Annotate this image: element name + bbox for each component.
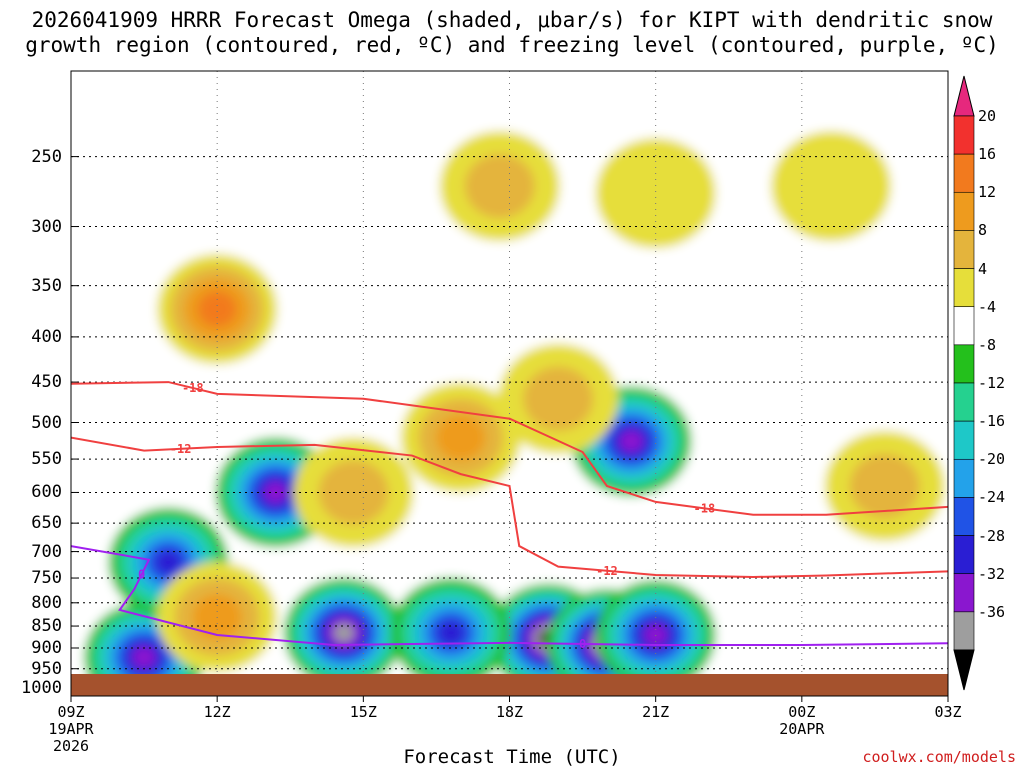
x-tick-label: 09Z: [57, 703, 85, 721]
colorbar-bottom-arrow: [953, 649, 975, 691]
grid-lines: [70, 71, 949, 702]
contour-label-0-1: -18: [694, 501, 716, 515]
omega-feature-8: [619, 430, 643, 452]
x-tick-label: 12Z: [203, 703, 231, 721]
colorbar-label: -12: [978, 374, 1006, 392]
x-tick-label: 03Z: [934, 703, 962, 721]
y-tick-label: 350: [31, 275, 62, 296]
y-tick-label: 700: [31, 541, 62, 562]
x-tick-sublabel: 19APR: [48, 720, 94, 738]
omega-feature-10: [436, 414, 486, 461]
omega-feature-14: [595, 138, 716, 249]
omega-feature-13: [464, 154, 535, 219]
contour-line-0: [71, 381, 948, 516]
colorbar-label: 8: [978, 221, 988, 240]
ground-surface: [71, 674, 948, 696]
omega-feature-16: [849, 453, 920, 519]
colorbar-label: 20: [978, 107, 997, 125]
omega-feature-4: [333, 623, 354, 642]
y-tick-label: 550: [31, 449, 62, 470]
colorbar-label: -20: [978, 450, 1006, 469]
colorbar-band: [953, 344, 975, 384]
x-tick-label: 15Z: [349, 703, 377, 721]
colorbar-top-arrow: [953, 75, 975, 117]
colorbar-band: [953, 306, 975, 346]
contour-line-2: [71, 545, 948, 646]
omega-feature-9: [198, 291, 237, 327]
omega-feature-2: [644, 624, 668, 646]
y-tick-label: 400: [31, 326, 62, 347]
colorbar-band: [953, 458, 975, 498]
x-tick-label: 21Z: [642, 703, 670, 721]
y-tick-label: 500: [31, 412, 62, 433]
y-tick-label: 950: [31, 658, 62, 679]
contour-label-0-0: -18: [182, 381, 204, 395]
colorbar-band: [953, 230, 975, 269]
colorbar-band: [953, 611, 975, 651]
colorbar-band: [953, 573, 975, 613]
chart-title-line-1: 2026041909 HRRR Forecast Omega (shaded, …: [31, 8, 993, 32]
x-tick-label: 18Z: [495, 703, 524, 721]
omega-feature-7: [437, 620, 465, 645]
contour-label-1-0: -12: [170, 442, 192, 456]
y-tick-label: 750: [31, 568, 62, 589]
plot-frame: [70, 70, 949, 697]
contour-label-1-1: -12: [596, 564, 618, 578]
colorbar-band: [953, 153, 975, 193]
colorbar-band: [953, 420, 975, 460]
omega-feature-6: [155, 550, 182, 575]
omega-feature-11: [192, 594, 242, 640]
colorbar-band: [953, 268, 975, 308]
colorbar-label: -8: [978, 335, 997, 354]
colorbar-label: -32: [978, 564, 1006, 583]
colorbar-label: -16: [978, 412, 1006, 431]
x-tick-label: 00Z: [788, 703, 816, 721]
colorbar-label: 12: [978, 183, 997, 202]
colorbar-label: 4: [978, 259, 988, 278]
colorbar-label: 16: [978, 145, 997, 164]
y-tick-label: 250: [31, 146, 62, 167]
y-tick-label: 600: [31, 482, 62, 503]
x-tick-sublabel: 2026: [52, 737, 90, 755]
y-tick-label: 300: [31, 216, 62, 237]
y-tick-label: 1000: [21, 678, 62, 699]
y-tick-label: 450: [31, 372, 62, 393]
omega-feature-3: [132, 646, 156, 668]
chart-title-line-2: growth region (contoured, red, ºC) and f…: [25, 33, 999, 57]
omega-feature-15: [771, 131, 892, 242]
x-tick-sublabel: 20APR: [779, 720, 825, 738]
colorbar-band: [953, 115, 975, 155]
y-tick-label: 650: [31, 513, 62, 534]
colorbar-band: [953, 535, 975, 575]
temperature-contours: -18 -18 -12 -12 0 0: [71, 381, 948, 651]
omega-feature-17: [523, 366, 594, 431]
colorbar-label: -36: [978, 602, 1006, 621]
colorbar: [953, 75, 975, 691]
colorbar-band: [953, 191, 975, 231]
contour-label-2-0: 0: [138, 567, 145, 581]
contour-line-1: [71, 436, 948, 579]
colorbar-band: [953, 382, 975, 422]
colorbar-label: -4: [978, 297, 997, 316]
y-tick-label: 900: [31, 637, 62, 658]
colorbar-label: -24: [978, 488, 1006, 507]
colorbar-label: -28: [978, 526, 1006, 545]
contour-label-2-1: 0: [579, 637, 586, 651]
y-tick-label: 850: [31, 616, 62, 637]
x-axis-title: Forecast Time (UTC): [403, 746, 621, 768]
y-tick-label: 800: [31, 592, 62, 613]
colorbar-band: [953, 497, 975, 536]
credit-text: coolwx.com/models: [862, 748, 1016, 766]
